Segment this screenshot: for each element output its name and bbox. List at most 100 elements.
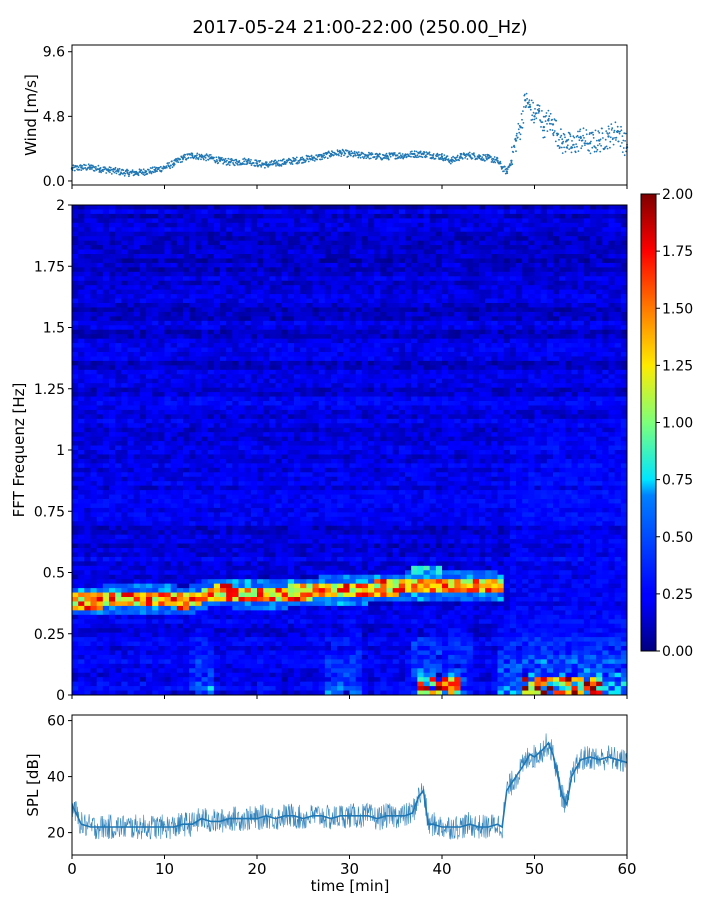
spectrogram-cell [596,668,603,673]
figure-title: 2017-05-24 21:00-22:00 (250.00_Hz) [192,17,527,38]
wind-data-point [600,145,602,147]
spectrogram-cell [615,681,622,686]
spectrogram-cell [553,641,560,646]
spectrogram-cell [171,606,178,611]
spectrogram-cell [294,565,301,570]
spectrogram-cell [528,570,535,575]
wind-data-point [457,155,459,157]
spectrogram-cell [343,672,350,677]
wind-data-point [114,172,116,174]
spectrogram-cell [467,637,474,642]
spectrogram-cell [319,614,326,619]
spectrogram-cell [572,579,579,584]
spectrogram-cell [134,641,141,646]
spectrogram-cell [596,632,603,637]
spectrogram-cell [547,512,554,517]
spectrogram-cell [590,548,597,553]
spectrogram-cell [528,534,535,539]
spectrogram-cell [91,521,98,526]
spectrogram-cell [115,663,122,668]
wind-data-point [432,157,434,159]
spectrogram-cell [411,677,418,682]
spectrogram-cell [146,552,153,557]
spectrogram-cell [276,632,283,637]
spectrogram-cell [121,637,128,642]
spectrogram-cell [140,686,147,691]
spectrogram-cell [485,628,492,633]
spectrogram-cell [177,663,184,668]
spectrogram-cell [528,557,535,562]
spectrogram-cell [411,659,418,664]
spectrogram-cell [393,597,400,602]
spectrogram-cell [134,592,141,597]
spectrogram-cell [448,521,455,526]
spectrogram-cell [121,606,128,611]
spectrogram-cell [479,610,486,615]
spectrogram-cell [165,650,172,655]
spectrogram-cell [559,592,566,597]
spectrogram-cell [454,690,461,695]
spectrogram-cell [479,570,486,575]
spectrogram-cell [436,655,443,660]
spectrogram-cell [109,659,116,664]
spectrogram-cell [541,690,548,695]
spectrogram-cell [516,637,523,642]
spectrogram-cell [368,583,375,588]
spectrogram-cell [226,574,233,579]
spectrogram-cell [374,663,381,668]
spectrogram-cell [362,597,369,602]
spectrogram-cell [282,592,289,597]
wind-data-point [529,106,531,108]
spectrogram-cell [535,579,542,584]
spectrogram-cell [405,659,412,664]
spectrogram-cell [547,632,554,637]
wind-data-point [533,115,535,117]
spectrogram-cell [436,561,443,566]
spectrogram-cell [294,548,301,553]
spectrogram-cell [504,512,511,517]
wind-data-point [181,161,183,163]
spectrogram-cell [288,516,295,521]
wind-data-point [102,170,104,172]
spectrogram-cell [103,632,110,637]
spectrogram-cell [380,681,387,686]
wind-data-point [585,140,587,142]
spectrogram-cell [294,686,301,691]
spectrogram-cell [356,512,363,517]
spectrogram-cell [72,512,79,517]
spectrogram-cell [134,534,141,539]
spectrogram-cell [596,686,603,691]
spectrogram-cell [553,628,560,633]
spectrogram-cell [356,614,363,619]
spectrogram-cell [559,543,566,548]
spectrogram-cell [239,525,246,530]
spectrogram-cell [609,632,616,637]
spectrogram-cell [183,521,190,526]
spectrogram-cell [405,686,412,691]
spectrogram-cell [442,552,449,557]
spectrogram-cell [609,512,616,517]
spectrogram-cell [300,614,307,619]
spectrogram-cell [461,614,468,619]
spectrogram-cell [380,606,387,611]
wind-data-point [166,165,168,167]
spectrogram-cell [84,668,91,673]
spectrogram-cell [485,677,492,682]
spectrogram-cell [245,668,252,673]
spectrogram-cell [473,521,480,526]
spectrogram-cell [121,561,128,566]
spectrogram-cell [152,663,159,668]
wind-data-point [365,157,367,159]
spectrogram-cell [424,655,431,660]
spectrogram-cell [84,588,91,593]
spectrogram-cell [282,552,289,557]
spectrogram-cell [232,539,239,544]
spectrogram-cell [202,637,209,642]
spectrogram-cell [535,672,542,677]
spectrogram-cell [467,690,474,695]
spectrogram-cell [276,677,283,682]
spectrogram-cell [300,597,307,602]
spectrogram-cell [590,583,597,588]
wind-data-point [115,167,117,169]
spectrogram-cell [615,641,622,646]
